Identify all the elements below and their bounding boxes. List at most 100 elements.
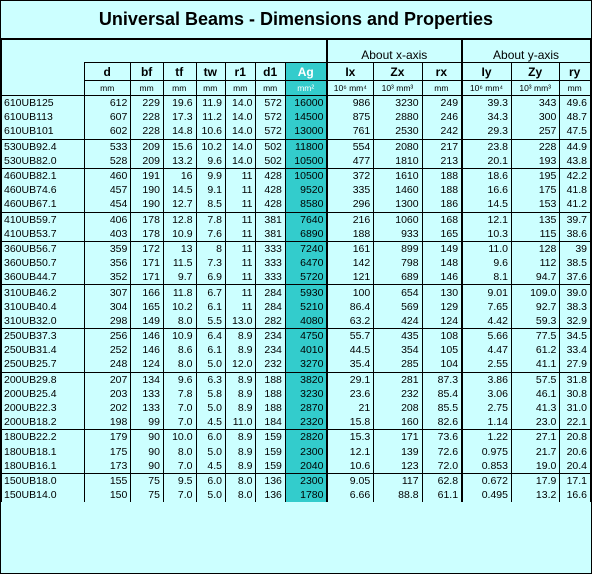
table-row: 200UB22.3 202 133 7.0 5.0 8.9 188 2870 21 208 85.5… [0,400,591,416]
cell-zx: 1610 [373,167,423,184]
cell-iy: 39.3 [461,95,512,111]
column-header-tf: tf [162,62,197,81]
cell-iy: 23.8 [461,138,512,154]
section-name: 460UB82.1 [0,167,86,184]
cell-d1: 502 [255,153,286,169]
cell-bf: 209 [130,153,164,169]
cell-rx: 165 [421,226,463,242]
cell-ix: 188 [326,226,375,242]
cell-tw: 6.1 [195,299,226,314]
cell-r1: 11 [224,197,257,212]
cell-iy: 8.1 [461,270,512,285]
cell-iy: 3.86 [461,371,512,387]
cell-bf: 90 [130,458,164,474]
cell-ry: 32.9 [559,313,591,329]
cell-ry: 42.2 [559,167,591,184]
cell-rx: 62.8 [421,472,463,489]
cell-d1: 428 [255,197,286,212]
section-name: 360UB44.7 [0,270,86,285]
cell-zy: 175 [510,183,561,198]
cell-tw: 8 [195,240,226,257]
cell-tf: 7.8 [162,386,197,401]
cell-bf: 133 [130,400,164,416]
cell-r1: 8.9 [224,429,257,445]
cell-iy: 4.42 [461,313,512,329]
section-name: 150UB14.0 [0,488,86,503]
cell-tf: 9.6 [162,371,197,387]
column-header-iy: Iy [461,62,512,81]
table-row: 610UB101 602 228 14.8 10.6 14.0 572 13000 761 253… [0,124,591,140]
cell-tw: 4.5 [195,415,226,430]
cell-r1: 8.9 [224,343,257,358]
cell-ag: 2870 [284,400,328,416]
cell-rx: 61.1 [421,488,463,503]
cell-rx: 249 [421,95,463,111]
cell-ry: 38.6 [559,226,591,242]
cell-zy: 195 [510,167,561,184]
cell-ix: 21 [326,400,375,416]
cell-zy: 128 [510,240,561,257]
cell-ry: 37.6 [559,270,591,285]
cell-tf: 7.0 [162,458,197,474]
cell-bf: 99 [130,415,164,430]
cell-zx: 1460 [373,183,423,198]
cell-zx: 933 [373,226,423,242]
cell-rx: 242 [421,124,463,140]
section-name: 610UB113 [0,110,86,125]
cell-tf: 17.3 [162,110,197,125]
cell-tw: 11.9 [195,95,226,111]
unit-zy: 10³ mm³ [510,80,561,96]
cell-r1: 11 [224,211,257,227]
section-name: 460UB67.1 [0,197,86,212]
cell-r1: 8.0 [224,472,257,489]
unit-tw: mm [195,80,226,96]
cell-iy: 34.3 [461,110,512,125]
unit-rx: mm [421,80,463,96]
cell-tw: 5.8 [195,386,226,401]
table-row: 410UB59.7 406 178 12.8 7.8 11 381 7640 216 1060 16… [0,211,591,227]
cell-tf: 15.6 [162,138,197,154]
cell-r1: 8.0 [224,488,257,503]
section-name: 310UB46.2 [0,284,86,300]
cell-iy: 29.3 [461,124,512,140]
section-name: 460UB74.6 [0,183,86,198]
section-name: 410UB53.7 [0,226,86,242]
cell-r1: 14.0 [224,153,257,169]
cell-rx: 168 [421,211,463,227]
cell-d1: 188 [255,386,286,401]
cell-iy: 7.65 [461,299,512,314]
cell-r1: 8.9 [224,371,257,387]
cell-d: 352 [84,270,132,285]
cell-bf: 190 [130,183,164,198]
cell-tf: 8.0 [162,357,197,373]
cell-tw: 5.5 [195,313,226,329]
cell-d: 256 [84,328,132,344]
cell-bf: 166 [130,284,164,300]
cell-ix: 161 [326,240,375,257]
column-header-zx: Zx [373,62,423,81]
cell-tf: 11.8 [162,284,197,300]
cell-d: 304 [84,299,132,314]
unit-tf: mm [162,80,197,96]
cell-ry: 38.5 [559,256,591,271]
cell-tw: 6.9 [195,270,226,285]
cell-zy: 109.0 [510,284,561,300]
section-name: 180UB16.1 [0,458,86,474]
cell-rx: 213 [421,153,463,169]
table-row: 250UB37.3 256 146 10.9 6.4 8.9 234 4750 55.7 435 1… [0,328,591,344]
cell-tw: 8.5 [195,197,226,212]
cell-bf: 209 [130,138,164,154]
cell-r1: 12.0 [224,357,257,373]
cell-rx: 82.6 [421,415,463,430]
table-row: 150UB18.0 155 75 9.5 6.0 8.0 136 2300 9.05 117 62.… [0,472,591,489]
cell-d: 248 [84,357,132,373]
cell-ag: 2820 [284,429,328,445]
cell-d: 454 [84,197,132,212]
cell-zy: 46.1 [510,386,561,401]
column-header-zy: Zy [510,62,561,81]
unit-d1: mm [255,80,286,96]
cell-zx: 88.8 [373,488,423,503]
cell-zy: 41.3 [510,400,561,416]
cell-zx: 117 [373,472,423,489]
